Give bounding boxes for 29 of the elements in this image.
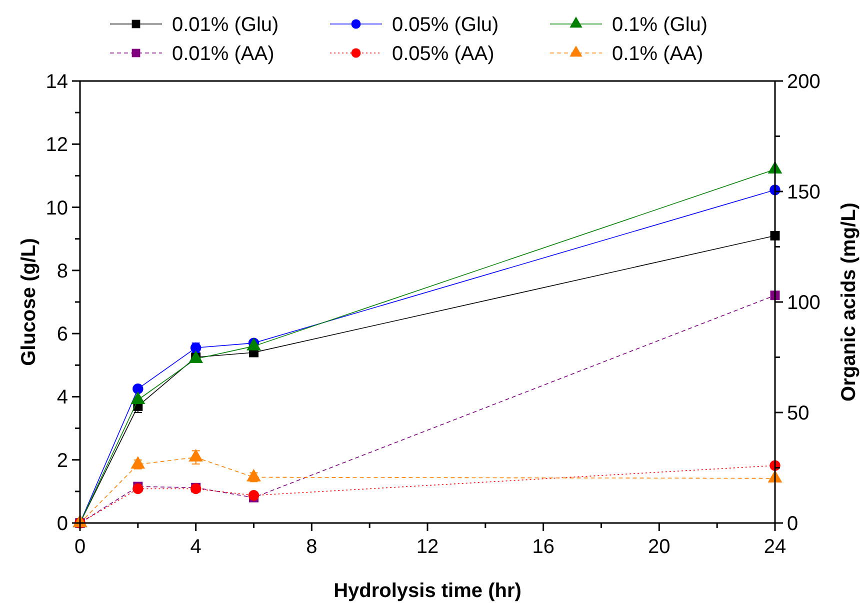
y2-tick-label: 200 (787, 71, 820, 93)
x-tick-label: 12 (416, 536, 439, 558)
legend-label: 0.1% (Glu) (612, 14, 708, 36)
x-axis-title: Hydrolysis time (hr) (334, 580, 522, 602)
y2-tick-label: 0 (787, 513, 798, 535)
y-tick-label: 0 (56, 513, 68, 535)
y2-tick-label: 100 (787, 292, 820, 314)
y-tick-label: 6 (56, 324, 68, 346)
y-tick-label: 8 (56, 260, 68, 282)
y2-axis-title: Organic acids (mg/L) (838, 202, 860, 402)
x-tick-label: 8 (306, 536, 318, 558)
legend-label: 0.01% (Glu) (172, 14, 279, 36)
x-tick-label: 4 (190, 536, 202, 558)
legend-label: 0.1% (AA) (612, 43, 704, 65)
y-tick-label: 14 (46, 71, 68, 93)
x-tick-label: 0 (74, 536, 86, 558)
y-tick-label: 4 (56, 386, 68, 409)
legend-label: 0.05% (Glu) (392, 14, 499, 36)
x-tick-label: 24 (764, 536, 786, 558)
y2-tick-label: 150 (787, 182, 820, 204)
x-tick-label: 16 (532, 536, 554, 558)
x-tick-label: 20 (648, 536, 670, 558)
legend-label: 0.01% (AA) (172, 43, 274, 65)
y-tick-label: 10 (46, 197, 68, 220)
legend-label: 0.05% (AA) (392, 43, 494, 65)
y-tick-label: 2 (56, 450, 68, 472)
y2-tick-label: 50 (787, 402, 810, 424)
y-tick-label: 12 (46, 134, 68, 156)
y-axis-title: Glucose (g/L) (18, 238, 40, 366)
